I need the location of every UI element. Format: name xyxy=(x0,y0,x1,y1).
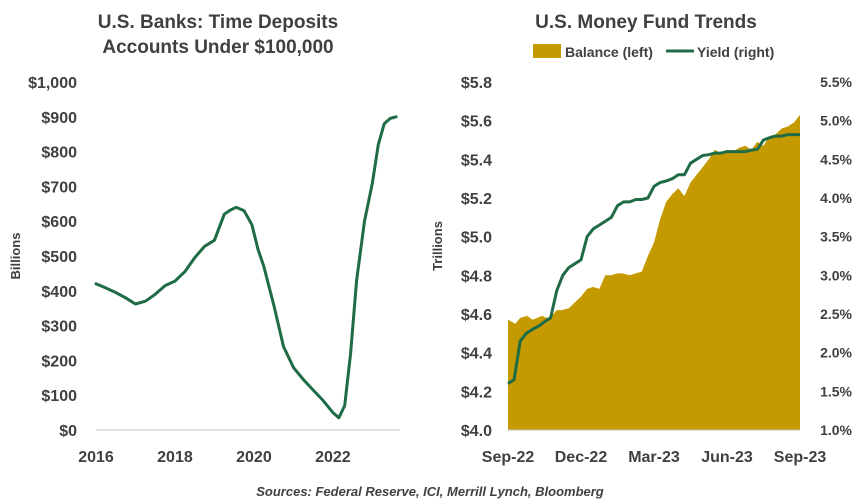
right-right-y-tick-label: 2.0% xyxy=(820,345,852,361)
left-y-tick-label: $100 xyxy=(41,388,77,405)
right-right-y-tick-label: 4.5% xyxy=(820,151,852,167)
left-chart-x-ticks: 2016 2018 2020 2022 xyxy=(78,449,351,466)
right-right-y-tick-label: 3.5% xyxy=(820,229,852,245)
left-y-tick-label: $400 xyxy=(41,284,77,301)
left-x-tick-label: 2020 xyxy=(236,449,272,466)
left-x-tick-label: 2022 xyxy=(315,449,351,466)
legend-yield-label: Yield (right) xyxy=(697,44,774,60)
left-y-tick-label: $600 xyxy=(41,214,77,231)
right-left-y-tick-label: $5.2 xyxy=(461,191,492,208)
right-left-y-tick-label: $4.8 xyxy=(461,268,492,285)
right-right-y-tick-label: 4.0% xyxy=(820,190,852,206)
right-chart-y-axis-label: Trillions xyxy=(430,221,445,271)
right-left-y-tick-label: $5.8 xyxy=(461,75,492,92)
right-left-y-tick-label: $4.2 xyxy=(461,384,492,401)
left-chart: U.S. Banks: Time Deposits Accounts Under… xyxy=(8,12,400,466)
right-left-y-tick-label: $4.0 xyxy=(461,423,492,440)
left-y-tick-label: $800 xyxy=(41,145,77,162)
left-chart-title-line-1: U.S. Banks: Time Deposits xyxy=(98,12,338,33)
left-chart-y-axis-label: Billions xyxy=(8,233,23,280)
left-x-tick-label: 2018 xyxy=(157,449,193,466)
left-x-tick-label: 2016 xyxy=(78,449,114,466)
right-x-tick-label: Mar-23 xyxy=(628,449,680,466)
right-left-y-tick-label: $5.0 xyxy=(461,230,492,247)
right-chart-x-ticks: Sep-22 Dec-22 Mar-23 Jun-23 Sep-23 xyxy=(482,449,827,466)
right-right-y-tick-label: 5.0% xyxy=(820,113,852,129)
right-right-y-tick-label: 2.5% xyxy=(820,306,852,322)
right-x-tick-label: Jun-23 xyxy=(701,449,753,466)
right-chart-left-y-ticks: $4.0 $4.2 $4.4 $4.6 $4.8 $5.0 $5.2 $5.4 $5.6 $5.8 xyxy=(461,75,492,440)
right-left-y-tick-label: $5.4 xyxy=(461,152,492,169)
left-chart-title-line-2: Accounts Under $100,000 xyxy=(102,37,333,58)
right-chart-legend: Balance (left) Yield (right) xyxy=(533,44,774,60)
right-right-y-tick-label: 1.5% xyxy=(820,383,852,399)
right-chart-title: U.S. Money Fund Trends xyxy=(535,12,757,33)
right-right-y-tick-label: 5.5% xyxy=(820,74,852,90)
right-left-y-tick-label: $4.4 xyxy=(461,346,492,363)
left-y-tick-label: $300 xyxy=(41,319,77,336)
right-x-tick-label: Sep-22 xyxy=(482,449,535,466)
right-x-tick-label: Dec-22 xyxy=(555,449,608,466)
right-x-tick-label: Sep-23 xyxy=(774,449,827,466)
left-y-tick-label: $0 xyxy=(59,423,77,440)
left-chart-series-line xyxy=(94,115,398,420)
legend-balance-label: Balance (left) xyxy=(565,44,653,60)
sources-note: Sources: Federal Reserve, ICI, Merrill L… xyxy=(256,484,604,499)
right-chart-right-y-ticks: 1.0% 1.5% 2.0% 2.5% 3.0% 3.5% 4.0% 4.5% 5.0% 5.5% xyxy=(820,74,852,438)
right-chart: U.S. Money Fund Trends Balance (left) Yi… xyxy=(430,12,853,466)
left-chart-y-ticks: $0 $100 $200 $300 $400 $500 $600 $700 $800 $900 $1… xyxy=(28,75,77,440)
legend-balance-swatch xyxy=(533,44,561,58)
yield-line xyxy=(507,133,800,385)
balance-area xyxy=(508,114,800,431)
left-y-tick-label: $700 xyxy=(41,179,77,196)
left-y-tick-label: $500 xyxy=(41,249,77,266)
right-right-y-tick-label: 3.0% xyxy=(820,267,852,283)
left-y-tick-label: $900 xyxy=(41,110,77,127)
right-left-y-tick-label: $4.6 xyxy=(461,307,492,324)
left-y-tick-label: $1,000 xyxy=(28,75,77,92)
right-left-y-tick-label: $5.6 xyxy=(461,114,492,131)
right-right-y-tick-label: 1.0% xyxy=(820,422,852,438)
left-y-tick-label: $200 xyxy=(41,353,77,370)
